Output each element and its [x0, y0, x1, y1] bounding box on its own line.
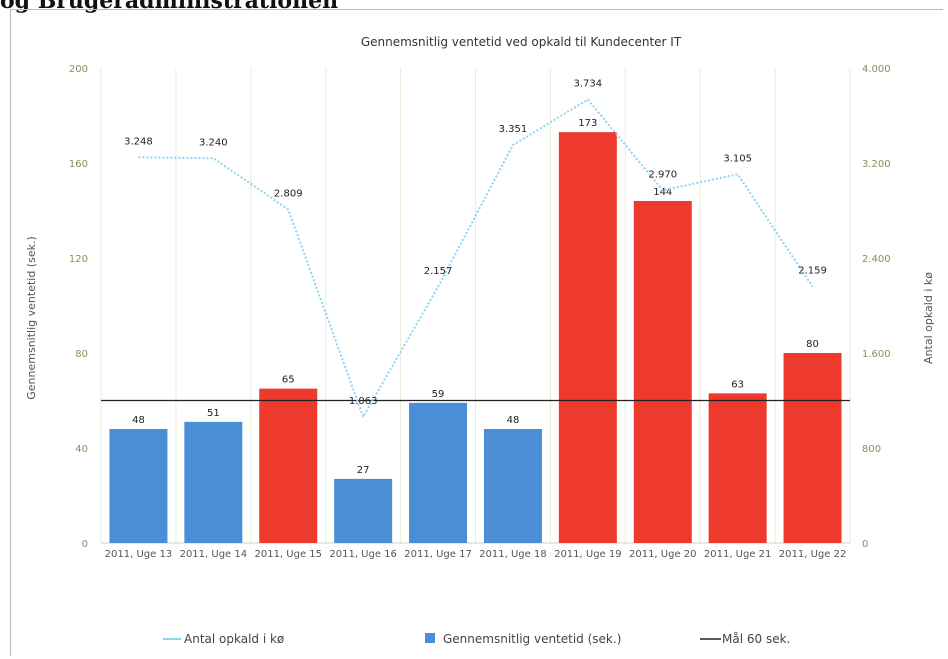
bar-value-label: 51 [207, 408, 220, 419]
y2-axis-label: Antal opkald i kø [922, 272, 935, 364]
y-tick-label: 0 [82, 539, 88, 550]
y2-tick-label: 4.000 [862, 64, 891, 75]
x-tick-label: 2011, Uge 14 [180, 549, 248, 560]
y-tick-label: 120 [69, 254, 88, 265]
bar [109, 429, 168, 543]
line-value-label: 2.159 [798, 266, 827, 277]
x-tick-label: 2011, Uge 20 [629, 549, 697, 560]
page-heading: og Brugeradministrationen [0, 0, 339, 14]
bar-value-label: 48 [507, 415, 520, 426]
bar-series [109, 132, 842, 543]
y2-tick-label: 2.400 [862, 254, 891, 265]
line-value-label: 2.157 [424, 266, 453, 277]
x-tick-label: 2011, Uge 13 [105, 549, 173, 560]
bar-value-label: 27 [357, 465, 370, 476]
y2-tick-label: 3.200 [862, 159, 891, 170]
legend-label-bar: Gennemsnitlig ventetid (sek.) [443, 632, 621, 646]
x-tick-label: 2011, Uge 17 [404, 549, 472, 560]
bar [409, 402, 468, 543]
line-value-label: 3.105 [723, 153, 752, 164]
line-value-label: 1.063 [349, 396, 378, 407]
bar [708, 393, 767, 543]
x-tick-label: 2011, Uge 22 [779, 549, 847, 560]
bar [558, 132, 617, 543]
line-value-label: 3.248 [124, 136, 153, 147]
bar [783, 353, 842, 543]
bar [184, 421, 243, 543]
x-tick-label: 2011, Uge 15 [254, 549, 322, 560]
bar-value-label: 59 [432, 389, 445, 400]
y-tick-label: 40 [75, 444, 88, 455]
bar-value-label: 63 [731, 379, 744, 390]
y2-tick-label: 1.600 [862, 349, 891, 360]
y2-tick-label: 0 [862, 539, 868, 550]
chart-title: Gennemsnitlig ventetid ved opkald til Ku… [361, 35, 682, 49]
legend-bar-swatch [425, 633, 435, 643]
bar-value-label: 173 [578, 118, 597, 129]
bar [259, 388, 318, 543]
line-series [138, 98, 814, 420]
bar-value-label: 48 [132, 415, 145, 426]
bar-value-label: 65 [282, 375, 295, 386]
y-axis-label: Gennemsnitlig ventetid (sek.) [25, 236, 38, 400]
bar [334, 478, 393, 543]
bar-value-label: 144 [653, 187, 672, 198]
legend-label-target: Mål 60 sek. [722, 632, 790, 646]
line-value-label: 3.240 [199, 137, 228, 148]
bar-value-label: 80 [806, 339, 819, 350]
bar-labels: 48 51 65 27 59 48 173 144 63 80 [132, 118, 819, 476]
axis-ticks: 0 40 80 120 160 200 0 800 1.600 2.400 3.200 4.000 20… [69, 64, 891, 560]
y2-tick-label: 800 [862, 444, 881, 455]
line-series-path [138, 98, 814, 420]
bar [633, 201, 692, 543]
line-value-label: 3.734 [574, 79, 603, 90]
bar [483, 429, 542, 543]
x-tick-label: 2011, Uge 21 [704, 549, 772, 560]
line-value-label: 3.351 [499, 124, 528, 135]
x-tick-label: 2011, Uge 18 [479, 549, 547, 560]
y-tick-label: 80 [75, 349, 88, 360]
line-value-label: 2.809 [274, 188, 303, 199]
y-tick-label: 200 [69, 64, 88, 75]
y-tick-label: 160 [69, 159, 88, 170]
x-tick-label: 2011, Uge 19 [554, 549, 622, 560]
legend-label-line: Antal opkald i kø [184, 632, 284, 646]
line-labels: 3.248 3.240 2.809 1.063 2.157 3.351 3.734 2.970… [124, 79, 827, 407]
chart-legend: Antal opkald i kø Gennemsnitlig ventetid … [163, 632, 790, 646]
line-value-label: 2.970 [648, 169, 677, 180]
x-tick-label: 2011, Uge 16 [329, 549, 397, 560]
chart-frame [10, 9, 943, 656]
